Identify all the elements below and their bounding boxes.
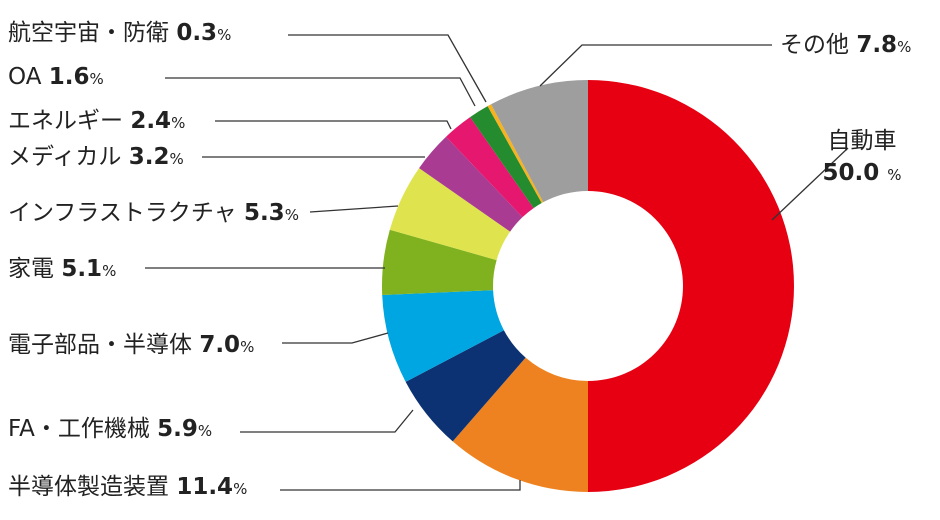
slice-8 [446,117,534,218]
slice-labels: 自動車 50.0 % 半導体製造装置 11.4% FA・工作機械 5.9% 電子部品・半… [8,20,911,500]
slice-label-11: その他 7.8% [780,32,911,58]
slice-value-2: 11.4 [176,474,233,500]
slice-value-10: 0.3 [176,20,217,46]
slice-label-6: インフラストラクチャ 5.3% [8,200,299,226]
slice-10 [487,104,544,204]
leader-line-1 [771,147,849,221]
slice-value-8: 2.4 [130,108,171,134]
leader-line-9 [165,77,476,107]
slice-5 [382,229,497,296]
slice-6 [389,168,511,261]
slice-label-4: 電子部品・半導体 7.0% [8,332,254,358]
slice-2 [452,357,588,492]
slice-value-11: 7.8 [856,32,897,58]
leader-line-4 [282,332,389,344]
slice-value-5: 5.1 [61,256,102,282]
leader-line-10 [288,34,487,103]
slice-value-9: 1.6 [49,64,90,90]
leader-line-3 [240,409,414,433]
slice-label-8: エネルギー 2.4% [8,108,185,134]
leader-lines [145,34,849,491]
slice-label-5: 家電 5.1% [8,256,116,282]
donut-slices [382,80,794,492]
slice-label-1: 自動車 [828,128,897,154]
slice-value-7: 3.2 [129,144,170,170]
slice-11 [491,80,588,203]
slice-value-6: 5.3 [244,200,285,226]
slice-1 [588,80,794,492]
slice-label-2: 半導体製造装置 11.4% [8,474,247,500]
slice-label-3: FA・工作機械 5.9% [8,416,212,442]
slice-label-10: 航空宇宙・防衛 0.3% [8,20,231,46]
leader-line-8 [215,120,452,130]
slice-3 [405,330,526,442]
slice-9 [470,106,542,209]
slice-label-9: OA 1.6% [8,64,104,90]
slice-7 [419,136,523,232]
slice-4 [382,290,504,382]
leader-line-6 [309,205,399,213]
slice-value-3: 5.9 [157,416,198,442]
leader-line-2 [280,480,521,491]
slice-value-1: 50.0 % [822,160,901,186]
slice-label-7: メディカル 3.2% [8,144,184,170]
slice-value-4: 7.0 [199,332,240,358]
leader-line-11 [539,44,772,87]
